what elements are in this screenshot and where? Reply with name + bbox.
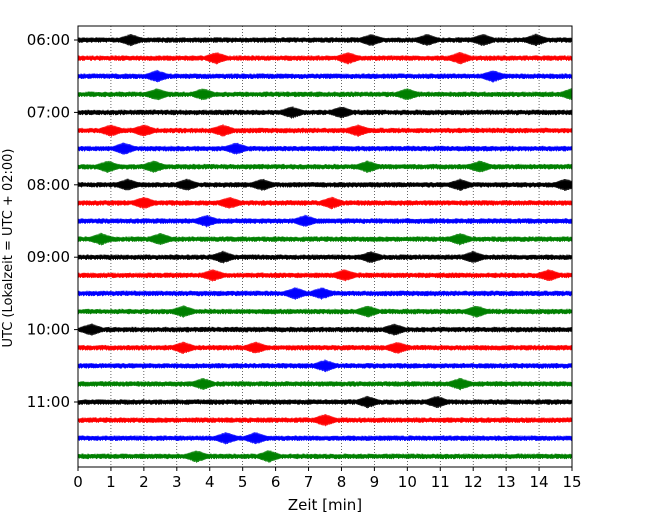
x-tick-label: 13 [497, 473, 516, 491]
x-tick-label: 6 [271, 473, 281, 491]
x-tick-label: 14 [530, 473, 549, 491]
x-tick-label: 4 [205, 473, 215, 491]
x-tick-label: 2 [139, 473, 149, 491]
y-axis: 06:00 07:00 08:00 09:00 10:00 11:00 [27, 31, 78, 411]
trace-line [77, 413, 573, 427]
y-tick-label: 11:00 [27, 393, 70, 411]
trace-line [77, 269, 573, 282]
x-axis-label: Zeit [min] [288, 496, 362, 514]
trace-line [77, 432, 573, 445]
y-tick-label: 06:00 [27, 31, 70, 49]
x-tick-label: 8 [337, 473, 347, 491]
x-tick-label: 11 [431, 473, 450, 491]
plot-frame [77, 25, 573, 468]
trace-layer [77, 33, 573, 463]
trace-line [77, 232, 573, 246]
x-tick-label: 7 [304, 473, 314, 491]
x-tick-label: 9 [370, 473, 380, 491]
trace-line [77, 214, 573, 228]
trace-line [77, 377, 573, 391]
trace-line [77, 106, 573, 119]
trace-line [77, 160, 573, 173]
x-tick-label: 10 [398, 473, 417, 491]
trace-line [77, 323, 573, 336]
y-tick-label: 08:00 [27, 176, 70, 194]
trace-line [77, 395, 573, 409]
y-tick-label: 09:00 [27, 248, 70, 266]
trace-line [77, 33, 573, 47]
x-tick-label: 15 [562, 473, 581, 491]
trace-line [77, 51, 573, 65]
trace-line [77, 250, 573, 264]
trace-line [77, 450, 573, 463]
trace-line [77, 124, 573, 137]
trace-line [77, 196, 573, 210]
y-tick-label: 07:00 [27, 103, 70, 121]
trace-line [77, 341, 573, 354]
trace-line [77, 69, 573, 83]
x-tick-label: 5 [238, 473, 248, 491]
trace-line [77, 142, 573, 155]
x-axis: 0 1 2 3 4 5 6 7 8 9 10 11 12 13 14 15 [73, 467, 582, 491]
x-tick-label: 1 [106, 473, 116, 491]
x-tick-label: 12 [464, 473, 483, 491]
trace-line [77, 178, 573, 191]
trace-line [77, 287, 573, 300]
trace-line [77, 359, 573, 373]
trace-line [77, 305, 573, 318]
x-tick-label: 3 [172, 473, 182, 491]
y-axis-label: UTC (Lokalzeit = UTC + 02:00) [1, 149, 16, 348]
x-tick-label: 0 [73, 473, 83, 491]
y-tick-label: 10:00 [27, 321, 70, 339]
trace-line [77, 88, 573, 101]
